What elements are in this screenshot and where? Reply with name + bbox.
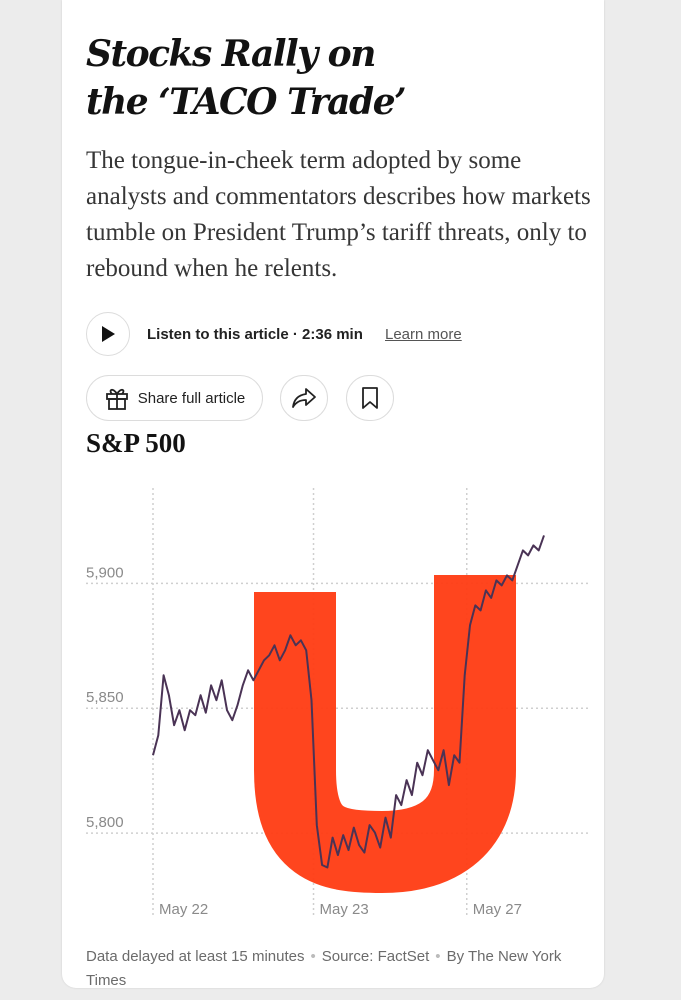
bookmark-icon [362, 387, 378, 409]
chart-footer: Data delayed at least 15 minutes • Source:… [86, 948, 562, 989]
chart-title: S&P 500 [86, 428, 186, 458]
play-button[interactable] [86, 312, 130, 356]
play-icon [102, 326, 115, 342]
save-button[interactable] [346, 375, 394, 421]
x-tick-label: May 23 [320, 901, 369, 918]
highlight-u-annotation [254, 575, 516, 893]
sp500-chart: May 22 May 23 May 27 5,900 5,850 5,800 [86, 488, 590, 918]
listen-label: Listen to this article · 2:36 min [147, 326, 363, 343]
delay-note: Data delayed at least 15 minutes [86, 948, 305, 965]
share-full-article-button[interactable]: Share full article [86, 375, 263, 421]
gift-icon [105, 388, 128, 410]
share-button[interactable] [280, 375, 328, 421]
share-arrow-icon [292, 388, 316, 408]
y-tick-label: 5,850 [86, 689, 124, 706]
article-actions: Share full article [86, 375, 506, 423]
article-headline: Stocks Rally on the ‘TACO Trade’ [86, 30, 586, 126]
share-label: Share full article [137, 389, 246, 407]
headline-line-1: Stocks Rally on [86, 33, 376, 75]
x-tick-label: May 27 [473, 901, 522, 918]
learn-more-link[interactable]: Learn more [385, 326, 462, 343]
article-summary: The tongue-in-cheek term adopted by some… [86, 147, 591, 282]
y-tick-label: 5,900 [86, 564, 124, 581]
credit-note: By The New York Times [86, 948, 562, 989]
sp500-line [152, 535, 545, 869]
source-note: Source: FactSet [321, 948, 430, 965]
audio-player: Listen to this article · 2:36 min Learn … [86, 312, 586, 360]
y-tick-label: 5,800 [86, 814, 124, 831]
headline-line-2: the ‘TACO Trade’ [86, 81, 407, 123]
x-tick-label: May 22 [159, 901, 208, 918]
